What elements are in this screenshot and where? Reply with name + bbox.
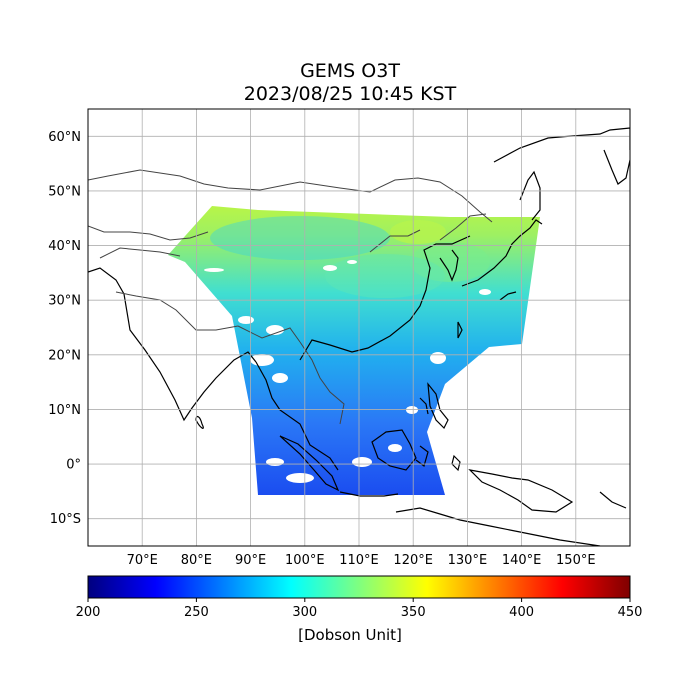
longitude-tick-label: 80°E bbox=[181, 553, 212, 568]
longitude-tick-label: 120°E bbox=[393, 553, 433, 568]
latitude-tick-label: 50°N bbox=[48, 184, 81, 199]
colorbar-tick-label: 200 bbox=[76, 605, 101, 620]
map-frame bbox=[87, 108, 631, 547]
colorbar bbox=[87, 575, 631, 599]
high-ozone-area bbox=[210, 216, 390, 260]
latitude-tick-label: 60°N bbox=[48, 130, 81, 145]
latitude-tick-label: 0° bbox=[66, 458, 81, 473]
colorbar-ticks: 200 250 300 350 400 450 bbox=[76, 598, 643, 620]
latitude-tick-label: 40°N bbox=[48, 239, 81, 254]
longitude-tick-label: 140°E bbox=[502, 553, 542, 568]
longitude-tick-label: 100°E bbox=[285, 553, 325, 568]
colorbar-tick-label: 450 bbox=[618, 605, 643, 620]
high-ozone-area bbox=[390, 220, 446, 244]
longitude-tick-label: 150°E bbox=[556, 553, 596, 568]
latitude-tick-label: 10°S bbox=[50, 512, 81, 527]
latitude-tick-label: 30°N bbox=[48, 294, 81, 309]
longitude-tick-label: 90°E bbox=[235, 553, 266, 568]
map-grid bbox=[88, 109, 630, 546]
longitude-tick-label: 130°E bbox=[448, 553, 488, 568]
longitude-tick-label: 70°E bbox=[127, 553, 158, 568]
colorbar-label: [Dobson Unit] bbox=[298, 626, 402, 644]
country-borders bbox=[88, 169, 493, 425]
latitude-tick-labels: 60°N 50°N 40°N 30°N 20°N 10°N 0° 10°S bbox=[48, 130, 81, 527]
high-ozone-area bbox=[410, 242, 490, 282]
map-title: GEMS O3T bbox=[300, 60, 400, 82]
coastlines bbox=[88, 127, 630, 546]
latitude-tick-label: 20°N bbox=[48, 348, 81, 363]
latitude-tick-label: 10°N bbox=[48, 403, 81, 418]
longitude-tick-labels: 70°E 80°E 90°E 100°E 110°E 120°E 130°E 140°E 150… bbox=[127, 553, 596, 568]
longitude-tick-label: 110°E bbox=[339, 553, 379, 568]
map-subtitle: 2023/08/25 10:45 KST bbox=[243, 83, 457, 105]
colorbar-tick-label: 250 bbox=[184, 605, 209, 620]
colorbar-tick-label: 400 bbox=[509, 605, 534, 620]
colorbar-tick-label: 300 bbox=[292, 605, 317, 620]
colorbar-tick-label: 350 bbox=[401, 605, 426, 620]
high-ozone-area bbox=[325, 254, 445, 298]
